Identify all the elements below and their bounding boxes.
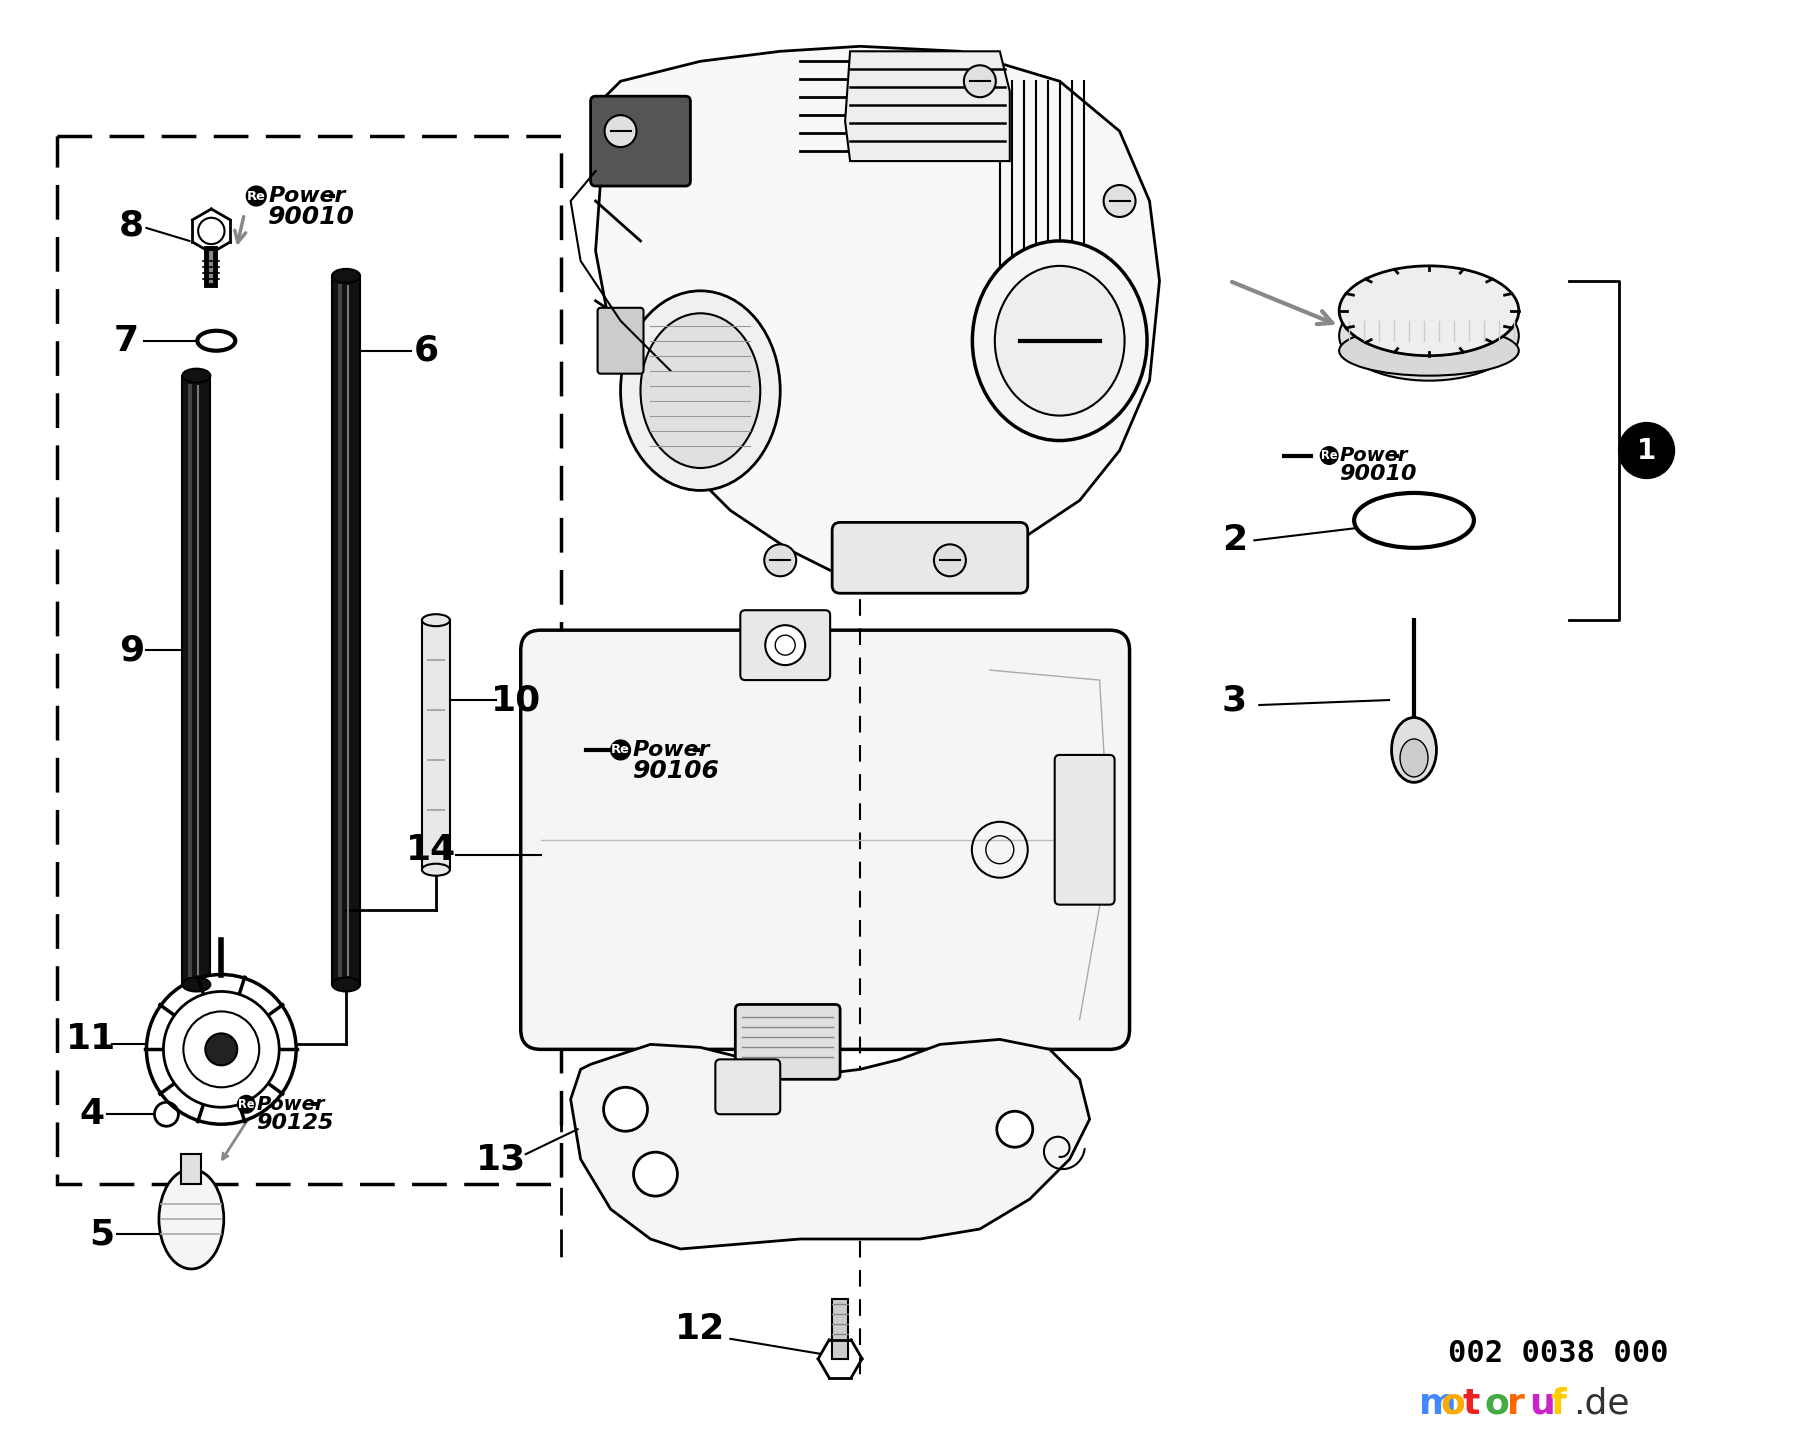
Circle shape: [247, 186, 266, 206]
Text: 3: 3: [1222, 683, 1247, 718]
Text: Re: Re: [612, 744, 630, 757]
Text: t: t: [1463, 1386, 1480, 1421]
Circle shape: [605, 116, 637, 147]
Circle shape: [238, 1096, 256, 1113]
Ellipse shape: [1400, 739, 1427, 777]
Text: Power: Power: [257, 1095, 326, 1113]
Text: 6: 6: [414, 334, 439, 368]
FancyBboxPatch shape: [598, 308, 643, 374]
Bar: [56, 136, 560, 1184]
Circle shape: [610, 741, 630, 760]
Ellipse shape: [1339, 326, 1519, 375]
FancyBboxPatch shape: [832, 523, 1028, 593]
Text: 90010: 90010: [1339, 465, 1417, 485]
FancyBboxPatch shape: [715, 1060, 779, 1115]
Ellipse shape: [421, 864, 450, 875]
Circle shape: [765, 544, 796, 576]
Text: 11: 11: [67, 1022, 117, 1057]
Circle shape: [146, 975, 297, 1125]
Circle shape: [603, 1087, 648, 1131]
Text: 5: 5: [88, 1217, 113, 1251]
Ellipse shape: [158, 1170, 223, 1269]
Ellipse shape: [331, 978, 360, 992]
Bar: [693, 748, 700, 752]
Text: 90010: 90010: [268, 205, 355, 230]
Text: 2: 2: [1222, 523, 1247, 557]
FancyBboxPatch shape: [740, 611, 830, 680]
Ellipse shape: [1391, 718, 1436, 783]
Text: 9: 9: [119, 632, 144, 667]
Bar: [329, 193, 335, 198]
Bar: [311, 1102, 317, 1106]
FancyBboxPatch shape: [1055, 755, 1114, 904]
Polygon shape: [596, 46, 1159, 580]
Text: Re: Re: [238, 1097, 254, 1110]
Text: f: f: [1552, 1386, 1566, 1421]
Text: 12: 12: [675, 1311, 725, 1346]
Ellipse shape: [641, 313, 760, 468]
Text: 90125: 90125: [256, 1113, 333, 1134]
Ellipse shape: [331, 269, 360, 283]
Circle shape: [765, 625, 805, 666]
Bar: [182, 375, 211, 985]
Text: 10: 10: [491, 683, 540, 718]
Circle shape: [997, 1112, 1033, 1147]
Bar: [1393, 453, 1399, 458]
Circle shape: [634, 1152, 677, 1196]
Bar: [182, 1154, 202, 1184]
FancyBboxPatch shape: [520, 630, 1130, 1050]
Text: 14: 14: [405, 833, 455, 866]
FancyBboxPatch shape: [590, 97, 691, 186]
Text: 8: 8: [119, 209, 144, 243]
Text: 90106: 90106: [632, 760, 720, 783]
Text: u: u: [1528, 1386, 1555, 1421]
Text: 002 0038 000: 002 0038 000: [1449, 1339, 1669, 1369]
Ellipse shape: [1339, 266, 1519, 355]
Text: Power: Power: [268, 186, 346, 206]
Text: 7: 7: [113, 323, 139, 358]
Bar: [331, 276, 360, 985]
Ellipse shape: [182, 368, 211, 383]
Text: 1: 1: [1636, 436, 1656, 465]
Circle shape: [1103, 185, 1136, 217]
Ellipse shape: [182, 978, 211, 992]
Polygon shape: [571, 1040, 1089, 1249]
Ellipse shape: [995, 266, 1125, 416]
Bar: [832, 1300, 848, 1359]
Text: o: o: [1485, 1386, 1510, 1421]
Bar: [421, 619, 450, 869]
Text: 13: 13: [475, 1142, 526, 1177]
Text: Power: Power: [1339, 446, 1408, 465]
Circle shape: [1618, 423, 1674, 478]
Circle shape: [1321, 446, 1337, 465]
Ellipse shape: [1339, 290, 1519, 381]
Polygon shape: [846, 52, 1010, 162]
Text: Re: Re: [247, 189, 266, 202]
Text: 4: 4: [79, 1097, 104, 1131]
Ellipse shape: [972, 241, 1147, 440]
FancyBboxPatch shape: [736, 1005, 841, 1079]
Ellipse shape: [421, 614, 450, 627]
Text: r: r: [1507, 1386, 1525, 1421]
Circle shape: [934, 544, 967, 576]
Text: Re: Re: [1321, 449, 1337, 462]
Circle shape: [205, 1034, 238, 1066]
Text: m: m: [1418, 1386, 1456, 1421]
Text: .de: .de: [1573, 1386, 1629, 1421]
Ellipse shape: [621, 290, 779, 491]
Text: Power: Power: [632, 739, 709, 760]
Text: o: o: [1442, 1386, 1465, 1421]
Circle shape: [963, 65, 995, 97]
